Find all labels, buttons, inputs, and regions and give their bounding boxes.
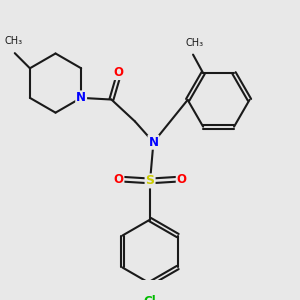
Text: O: O [114, 66, 124, 79]
Text: O: O [177, 173, 187, 186]
Text: N: N [76, 92, 86, 104]
Text: CH₃: CH₃ [186, 38, 204, 48]
Text: N: N [148, 136, 158, 149]
Text: S: S [146, 174, 154, 188]
Text: O: O [113, 173, 124, 186]
Text: Cl: Cl [144, 296, 157, 300]
Text: CH₃: CH₃ [4, 36, 22, 46]
